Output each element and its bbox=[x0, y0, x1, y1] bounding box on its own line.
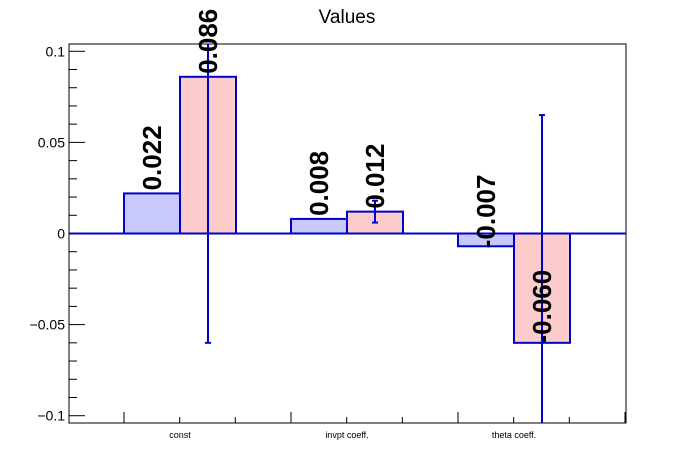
bar-const-1 bbox=[123, 192, 181, 235]
data-label: -0.060 bbox=[527, 270, 557, 344]
category-labels-group: const invpt coeff. theta coeff. bbox=[169, 430, 536, 440]
y-tick-label: −0.1 bbox=[37, 408, 65, 424]
y-tick-label: −0.05 bbox=[30, 317, 66, 333]
data-labels-group: 0.022 0.008 -0.007 0.086 0.012 -0.060 bbox=[137, 9, 557, 344]
x-axis bbox=[123, 412, 626, 423]
data-label: 0.008 bbox=[304, 151, 334, 216]
y-axis: 0.1 0.05 0 −0.05 −0.1 bbox=[30, 43, 85, 424]
category-label: invpt coeff. bbox=[325, 430, 368, 440]
data-label: -0.007 bbox=[471, 175, 501, 249]
category-label: const bbox=[169, 430, 191, 440]
bar-invpt-coeff--1 bbox=[290, 217, 348, 235]
error-bars-group bbox=[205, 44, 545, 423]
data-label: 0.086 bbox=[193, 9, 223, 74]
data-label: 0.022 bbox=[137, 125, 167, 190]
bars-group bbox=[123, 75, 571, 344]
y-tick-label: 0.05 bbox=[38, 134, 65, 150]
y-tick-label: 0.1 bbox=[46, 43, 66, 59]
y-tick-label: 0 bbox=[57, 226, 65, 242]
data-label: 0.012 bbox=[360, 144, 390, 209]
category-label: theta coeff. bbox=[492, 430, 536, 440]
chart-title: Values bbox=[319, 7, 376, 28]
